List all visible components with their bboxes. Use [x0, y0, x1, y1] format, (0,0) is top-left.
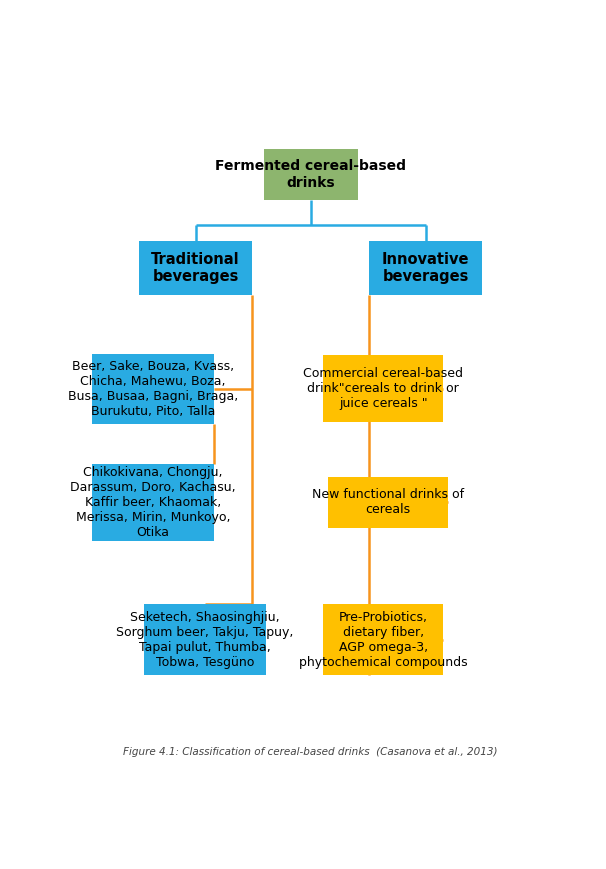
- Text: Chikokivana, Chongju,
Darassum, Doro, Kachasu,
Kaffir beer, Khaomak,
Merissa, Mi: Chikokivana, Chongju, Darassum, Doro, Ka…: [70, 466, 236, 539]
- FancyBboxPatch shape: [328, 477, 448, 527]
- Text: Traditional
beverages: Traditional beverages: [152, 252, 240, 284]
- FancyBboxPatch shape: [92, 354, 215, 424]
- FancyBboxPatch shape: [92, 464, 215, 541]
- FancyBboxPatch shape: [139, 242, 252, 295]
- FancyBboxPatch shape: [369, 242, 482, 295]
- Text: Figure 4.1: Classification of cereal-based drinks  (Casanova et al., 2013): Figure 4.1: Classification of cereal-bas…: [124, 746, 498, 757]
- Text: Beer, Sake, Bouza, Kvass,
Chicha, Mahewu, Boza,
Busa, Busaa, Bagni, Braga,
Buruk: Beer, Sake, Bouza, Kvass, Chicha, Mahewu…: [68, 360, 238, 418]
- Text: New functional drinks of
cereals: New functional drinks of cereals: [312, 488, 464, 516]
- Text: Commercial cereal-based
drink"cereals to drink or
juice cereals ": Commercial cereal-based drink"cereals to…: [304, 368, 464, 410]
- Text: Pre-Probiotics,
dietary fiber,
AGP omega-3,
phytochemical compounds: Pre-Probiotics, dietary fiber, AGP omega…: [299, 611, 468, 668]
- Text: Innovative
beverages: Innovative beverages: [382, 252, 470, 284]
- Text: Fermented cereal-based
drinks: Fermented cereal-based drinks: [215, 159, 406, 189]
- Text: Seketech, Shaosinghjiu,
Sorghum beer, Takju, Tapuy,
Tapai pulut, Thumba,
Tobwa, : Seketech, Shaosinghjiu, Sorghum beer, Ta…: [116, 611, 293, 668]
- FancyBboxPatch shape: [324, 355, 443, 422]
- FancyBboxPatch shape: [324, 605, 443, 674]
- FancyBboxPatch shape: [264, 149, 358, 200]
- FancyBboxPatch shape: [144, 605, 266, 674]
